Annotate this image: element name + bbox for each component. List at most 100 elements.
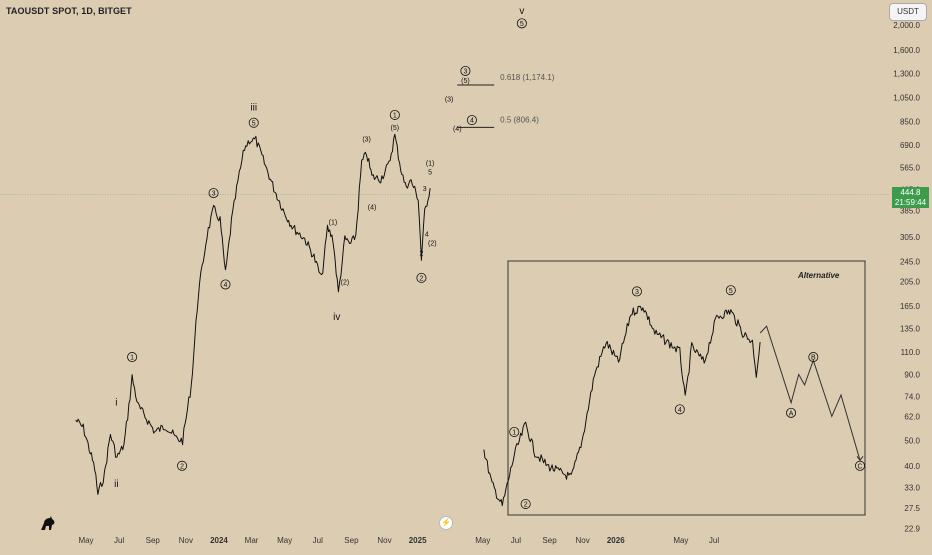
x-tick-label: May [78, 536, 93, 545]
price-series-line [75, 133, 431, 495]
x-tick-label: Sep [146, 536, 161, 545]
wave-circle-marker [248, 117, 259, 128]
y-tick-label: 245.0 [900, 258, 921, 267]
price-series-line [483, 305, 761, 507]
wave-label: (4) [453, 126, 462, 133]
bar-countdown: 21:59:44 [894, 198, 927, 207]
price-tag: 444.8 21:59:44 [892, 187, 929, 208]
wave-label: (1) [329, 219, 338, 226]
wave-label: 1 [130, 355, 134, 362]
wave-label: A [789, 410, 794, 417]
wave-label: (2) [428, 241, 437, 248]
x-tick-label: 2026 [607, 536, 625, 545]
y-tick-label: 135.0 [900, 325, 921, 334]
wave-circle-marker [208, 188, 219, 199]
x-tick-label: Mar [245, 536, 259, 545]
y-tick-label: 1,600.0 [893, 46, 920, 55]
wave-label: 4 [224, 282, 228, 289]
x-tick-label: Jul [313, 536, 323, 545]
x-tick-label: Nov [179, 536, 193, 545]
wave-label: 3 [463, 69, 467, 76]
currency-button[interactable]: USDT [889, 3, 927, 21]
inset-title: Alternative [797, 271, 840, 280]
wave-circle-marker [855, 460, 866, 471]
wave-label: 2 [419, 275, 423, 282]
wave-circle-marker [416, 272, 427, 283]
wave-label: 4 [425, 231, 429, 238]
y-tick-label: 305.0 [900, 233, 921, 242]
y-tick-label: 110.0 [901, 348, 921, 357]
x-tick-label: Nov [377, 536, 391, 545]
wave-label: (3) [362, 137, 371, 144]
wave-label: 3 [423, 186, 427, 193]
wave-label: B [811, 355, 816, 362]
projection-path-line [759, 325, 861, 461]
x-tick-label: Jul [114, 536, 124, 545]
wave-label: 1 [393, 113, 397, 120]
tradingview-logo-icon[interactable] [39, 514, 57, 532]
x-tick-label: Sep [542, 536, 557, 545]
x-tick-label: Jul [709, 536, 719, 545]
y-tick-label: 62.0 [904, 412, 920, 421]
wave-circle-marker [786, 407, 797, 418]
wave-circle-marker [177, 460, 188, 471]
x-tick-label: May [475, 536, 490, 545]
wave-circle-marker [509, 426, 520, 437]
y-tick-label: 22.9 [904, 525, 920, 534]
wave-label: 4 [470, 118, 474, 125]
wave-label: C [857, 463, 862, 470]
y-tick-label: 2,000.0 [893, 21, 920, 30]
y-tick-label: 850.0 [900, 117, 921, 126]
wave-label: 5 [729, 288, 733, 295]
y-tick-label: 690.0 [900, 141, 921, 150]
wave-circle-marker [520, 498, 531, 509]
wave-circle-marker [389, 109, 400, 120]
y-tick-label: 1,050.0 [893, 94, 920, 103]
x-tick-label: Sep [344, 536, 359, 545]
alternative-scenario-box [507, 260, 866, 516]
wave-label: 2 [524, 502, 528, 509]
wave-label: (5) [461, 78, 470, 85]
symbol-title: TAOUSDT SPOT, 1D, BITGET [6, 6, 132, 16]
wave-label: (4) [368, 204, 377, 211]
wave-label: (1) [426, 161, 435, 168]
wave-label: i [115, 398, 117, 409]
wave-label: 3 [635, 289, 639, 296]
last-price: 444.8 [900, 188, 921, 197]
wave-circle-marker [220, 279, 231, 290]
wave-label: iii [250, 103, 257, 114]
wave-label: 5 [520, 21, 524, 28]
fib-level-label: 0.5 (806.4) [500, 115, 539, 124]
y-tick-label: 33.0 [904, 483, 920, 492]
y-tick-label: 90.0 [904, 370, 920, 379]
wave-label: 1 [512, 430, 516, 437]
wave-circle-marker [127, 352, 138, 363]
x-tick-label: 2025 [409, 536, 427, 545]
wave-label: (2) [341, 280, 350, 287]
y-tick-label: 385.0 [900, 207, 921, 216]
wave-label: 3 [212, 191, 216, 198]
y-tick-label: 565.0 [900, 163, 921, 172]
x-tick-label: Jul [511, 536, 521, 545]
fib-level-label: 0.618 (1,174.1) [500, 73, 555, 82]
wave-label: (3) [445, 97, 454, 104]
wave-label: 4 [678, 407, 682, 414]
wave-circle-marker [460, 65, 471, 76]
wave-label: 5 [428, 169, 432, 176]
lightning-icon[interactable]: ⚡ [439, 516, 453, 530]
wave-circle-marker [516, 18, 527, 29]
wave-label: ii [114, 479, 118, 490]
wave-circle-marker [808, 352, 819, 363]
wave-label: 2 [419, 251, 423, 258]
wave-label: 2 [180, 463, 184, 470]
wave-circle-marker [674, 404, 685, 415]
wave-circle-marker [466, 115, 477, 126]
y-tick-label: 74.0 [904, 392, 920, 401]
x-tick-label: 2024 [210, 536, 228, 545]
y-tick-label: 40.0 [904, 462, 920, 471]
x-tick-label: Nov [576, 536, 590, 545]
wave-circle-marker [631, 286, 642, 297]
wave-label: v [519, 6, 524, 17]
